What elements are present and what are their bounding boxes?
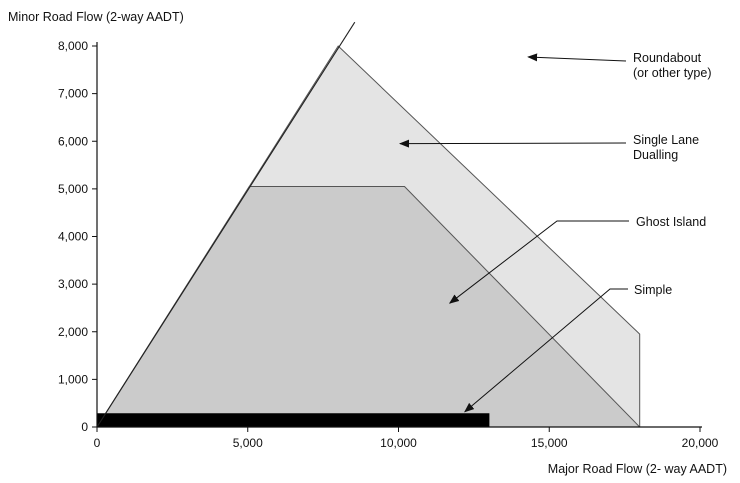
annotation-arrow [527, 53, 627, 62]
y-tick-label: 7,000 [58, 87, 88, 101]
annotation-label: Single Lane [633, 133, 699, 147]
annotation-label: Roundabout [633, 51, 702, 65]
annotation-simple: Simple [464, 283, 672, 413]
annotation-arrow [448, 220, 629, 304]
boundary-line [96, 21, 356, 428]
annotations-layer: Roundabout(or other type) Single LaneDual… [399, 51, 712, 413]
x-tick-label: 20,000 [682, 436, 719, 450]
regions-layer [96, 45, 641, 428]
annotation-arrow [464, 288, 628, 413]
axes-layer: 0 5,000 10,000 15,000 20,000 0 1,000 2,000 3,000… [58, 39, 719, 450]
y-tick-label: 6,000 [58, 134, 88, 148]
annotation-ghost-island: Ghost Island [448, 215, 706, 304]
annotation-label: Ghost Island [636, 215, 706, 229]
annotation-label: Simple [634, 283, 672, 297]
x-tick-label: 15,000 [531, 436, 568, 450]
x-tick-label: 5,000 [233, 436, 263, 450]
boundary-layer [96, 21, 356, 428]
y-tick-label: 1,000 [58, 372, 88, 386]
x-tick-label: 0 [94, 436, 101, 450]
y-tick-label: 3,000 [58, 277, 88, 291]
y-axis-title: Minor Road Flow (2-way AADT) [8, 10, 184, 24]
x-axis-title: Major Road Flow (2- way AADT) [548, 462, 727, 476]
y-tick-label: 4,000 [58, 230, 88, 244]
region-simple [96, 413, 490, 428]
y-tick-label: 5,000 [58, 182, 88, 196]
y-tick-label: 0 [81, 420, 88, 434]
y-tick-label: 2,000 [58, 325, 88, 339]
x-tick-label: 10,000 [380, 436, 417, 450]
annotation-arrow [399, 139, 627, 148]
annotation-label: (or other type) [633, 66, 712, 80]
annotation-roundabout: Roundabout(or other type) [527, 51, 712, 80]
y-tick-label: 8,000 [58, 39, 88, 53]
annotation-label: Dualling [633, 148, 678, 162]
